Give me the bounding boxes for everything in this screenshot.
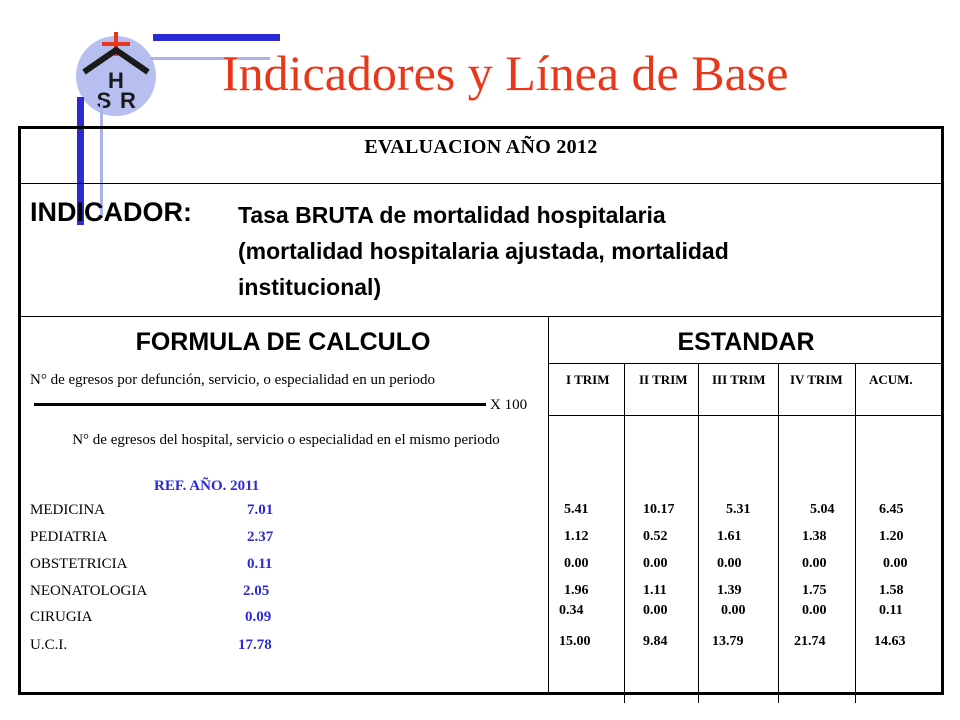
value-cell: 0.00 <box>643 556 668 571</box>
formula-denominator: N° de egresos del hospital, servicio o e… <box>72 432 500 448</box>
value-cell: 9.84 <box>643 634 668 649</box>
service-name: CIRUGIA <box>30 609 93 625</box>
quarter-header: IV TRIM <box>790 372 843 387</box>
service-ref-value: 0.11 <box>247 556 273 572</box>
service-name: NEONATOLOGIA <box>30 583 148 599</box>
table-divider <box>548 415 944 416</box>
logo-letter-h: H <box>108 68 124 93</box>
value-cell: 5.04 <box>810 502 835 517</box>
service-name: PEDIATRIA <box>30 529 108 545</box>
value-cell: 13.79 <box>712 634 744 649</box>
decorative-line <box>150 57 270 60</box>
column-divider <box>698 363 699 703</box>
table-divider <box>548 363 944 364</box>
page-title: Indicadores y Línea de Base <box>222 45 789 101</box>
evaluation-year: EVALUACION AÑO 2012 <box>364 136 598 158</box>
table-divider <box>18 183 944 184</box>
indicator-description: Tasa BRUTA de mortalidad hospitalaria (m… <box>238 197 928 305</box>
logo-letter-r: R <box>120 88 136 113</box>
service-ref-value: 0.09 <box>245 609 272 625</box>
service-ref-value: 7.01 <box>247 502 274 518</box>
value-cell: 1.61 <box>717 529 742 544</box>
service-name: U.C.I. <box>30 637 68 653</box>
quarter-header: I TRIM <box>566 372 610 387</box>
formula-numerator: N° de egresos por defunción, servicio, o… <box>30 372 436 388</box>
value-cell: 0.00 <box>802 556 827 571</box>
indicator-line: institucional) <box>238 274 382 300</box>
hospital-logo: H S R <box>76 32 156 116</box>
service-name: OBSTETRICIA <box>30 556 128 572</box>
value-cell: 1.20 <box>879 529 904 544</box>
value-cell: 1.12 <box>564 529 589 544</box>
value-cell: 0.00 <box>883 556 908 571</box>
logo-circle <box>76 36 156 116</box>
decorative-line <box>77 97 84 225</box>
value-cell: 1.39 <box>717 583 742 598</box>
reference-year-label: REF. AÑO. 2011 <box>154 478 260 494</box>
table-divider <box>18 316 944 317</box>
indicator-label: INDICADOR: <box>30 197 192 227</box>
value-cell: 0.00 <box>564 556 589 571</box>
table-divider <box>548 316 549 695</box>
indicator-table <box>18 126 944 695</box>
value-cell: 1.75 <box>802 583 827 598</box>
fraction-bar <box>34 403 486 406</box>
value-cell: 0.11 <box>879 603 903 618</box>
value-cell: 0.00 <box>643 603 668 618</box>
decorative-line <box>100 100 103 218</box>
column-divider <box>855 363 856 703</box>
value-cell: 1.96 <box>564 583 589 598</box>
quarter-header: II TRIM <box>639 372 688 387</box>
service-ref-value: 17.78 <box>238 637 272 653</box>
value-cell: 0.00 <box>802 603 827 618</box>
column-divider <box>778 363 779 703</box>
value-cell: 0.52 <box>643 529 668 544</box>
formula-multiplier: X 100 <box>490 397 528 413</box>
value-cell: 1.58 <box>879 583 904 598</box>
indicator-line: (mortalidad hospitalaria ajustada, morta… <box>238 238 729 264</box>
service-ref-value: 2.05 <box>243 583 270 599</box>
value-cell: 14.63 <box>874 634 906 649</box>
quarter-header: III TRIM <box>712 372 766 387</box>
quarter-header: ACUM. <box>869 372 913 387</box>
column-divider <box>624 363 625 703</box>
value-cell: 0.34 <box>559 603 584 618</box>
value-cell: 1.38 <box>802 529 827 544</box>
value-cell: 5.31 <box>726 502 751 517</box>
indicator-line: Tasa BRUTA de mortalidad hospitalaria <box>238 202 666 228</box>
value-cell: 15.00 <box>559 634 591 649</box>
value-cell: 6.45 <box>879 502 904 517</box>
value-cell: 0.00 <box>717 556 742 571</box>
logo-roof <box>82 46 150 75</box>
logo-cross-horizontal <box>102 42 130 46</box>
value-cell: 10.17 <box>643 502 675 517</box>
value-cell: 0.00 <box>721 603 746 618</box>
service-ref-value: 2.37 <box>247 529 274 545</box>
standard-header: ESTANDAR <box>677 328 815 356</box>
value-cell: 5.41 <box>564 502 589 517</box>
formula-header: FORMULA DE CALCULO <box>135 328 431 356</box>
value-cell: 1.11 <box>643 583 667 598</box>
service-name: MEDICINA <box>30 502 105 518</box>
decorative-line <box>153 34 280 41</box>
value-cell: 21.74 <box>794 634 826 649</box>
logo-letter-s: S <box>97 88 112 113</box>
